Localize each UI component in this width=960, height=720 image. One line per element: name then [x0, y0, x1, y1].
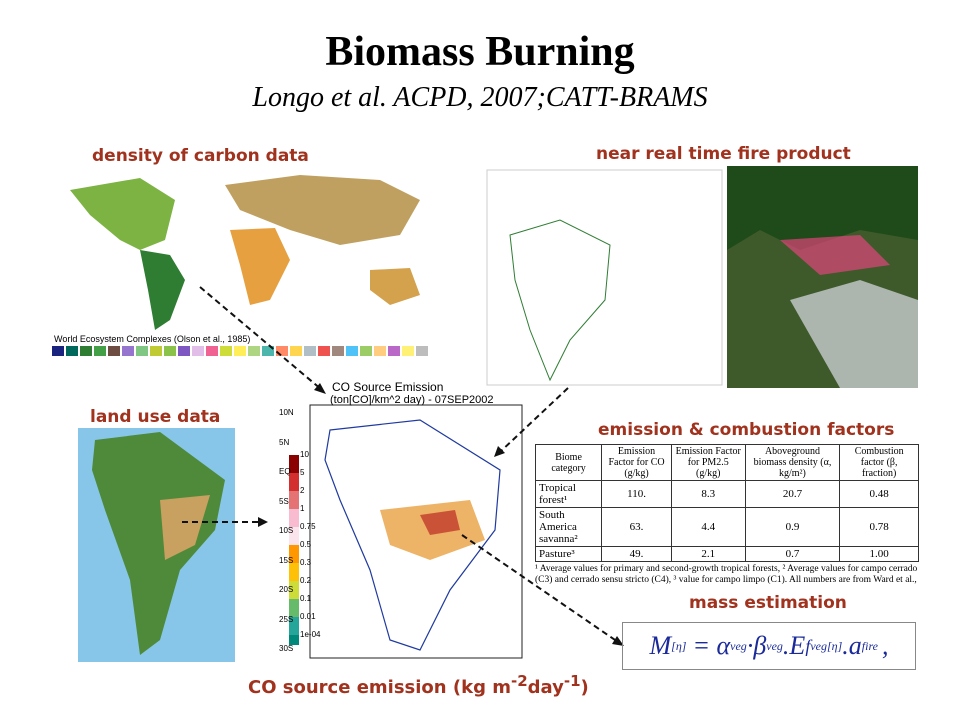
legend-label: 0.5 — [300, 540, 312, 549]
table-cell: 1.00 — [839, 546, 919, 562]
land-use-continent — [92, 432, 225, 655]
formula-part: .a — [842, 631, 862, 660]
table-cell: 2.1 — [670, 546, 746, 562]
satellite-fires — [780, 235, 890, 275]
factor-table-wrap: Biome category Emission Factor for CO (g/… — [534, 444, 919, 586]
latitude-label: 25S — [279, 614, 294, 624]
latitude-label: 20S — [279, 585, 294, 594]
table-row: Tropical forest¹ 110. 8.3 20.7 0.48 — [534, 480, 919, 508]
arrows — [182, 286, 619, 643]
table-header-cell: Biome category — [534, 444, 603, 481]
co-caption-sup: -1 — [563, 672, 581, 690]
arrow-heads — [258, 383, 624, 646]
legend-label: 0.3 — [300, 558, 312, 567]
carbon-label: density of carbon data — [92, 146, 309, 166]
table-cell: 8.3 — [670, 480, 746, 508]
co-map-outline — [324, 419, 501, 651]
subtitle: Longo et al. ACPD, 2007;CATT-BRAMS — [252, 82, 708, 113]
table-cell: 20.7 — [744, 480, 841, 508]
legend-label: 1e-04 — [300, 630, 321, 639]
co-caption-sup: -2 — [510, 672, 528, 690]
table-header-cell: Emission Factor for CO (g/kg) — [601, 444, 672, 481]
co-caption: CO source emission (kg m-2day-1) — [248, 672, 589, 698]
table-cell: 49. — [601, 546, 672, 562]
table-cell: 4.4 — [670, 507, 746, 547]
legend-label: 0.1 — [300, 594, 312, 603]
table-row: South America savanna² 63. 4.4 0.9 0.78 — [534, 507, 919, 547]
title: Biomass Burning — [325, 29, 635, 75]
formula-sub: veg — [766, 638, 783, 653]
eurasia — [225, 175, 420, 245]
formula: M [η] = α veg ·β veg .E f veg [η] .a fire , — [622, 622, 916, 670]
australia — [370, 268, 420, 305]
co-map-emission-high — [420, 510, 460, 535]
table-cell: 0.7 — [744, 546, 841, 562]
table-cell: Tropical forest¹ — [534, 480, 603, 508]
latitude-label: EQ — [279, 467, 291, 476]
factor-table: Biome category Emission Factor for CO (g/… — [534, 444, 919, 562]
table-cell: 0.9 — [744, 507, 841, 547]
table-cell: 63. — [601, 507, 672, 547]
formula-part: , — [882, 631, 889, 660]
fire-product-map — [486, 169, 723, 386]
table-row: Pasture³ 49. 2.1 0.7 1.00 — [534, 546, 919, 562]
legend-label: 5 — [300, 468, 305, 477]
land-use-label: land use data — [90, 407, 221, 427]
co-caption-text: ) — [580, 677, 589, 698]
fire-label: near real time fire product — [596, 144, 851, 164]
formula-sup: [η] — [826, 638, 843, 653]
mass-label: mass estimation — [689, 593, 847, 613]
legend-label: 1 — [300, 504, 305, 513]
land-use-cropland — [160, 495, 210, 560]
latitude-label: 10N — [279, 408, 294, 417]
formula-sub: veg — [730, 638, 747, 653]
legend-label: 10 — [300, 450, 309, 459]
fire-map-outline — [509, 219, 611, 382]
africa — [230, 228, 290, 305]
formula-part: f — [805, 635, 811, 656]
co-caption-text: CO source emission (kg m — [248, 677, 511, 698]
carbon-legend-swatches — [52, 346, 428, 356]
latitude-label: 10S — [279, 526, 294, 535]
co-caption-text: day — [527, 677, 564, 698]
table-header-cell: Aboveground biomass density (α, kg/m²) — [744, 444, 841, 481]
table-cell: 0.78 — [839, 507, 919, 547]
table-cell: South America savanna² — [534, 507, 603, 547]
co-colorbar — [289, 455, 299, 645]
co-map-units: (ton[CO]/km^2 day) - 07SEP2002 — [330, 394, 494, 406]
satellite-clouds — [790, 280, 918, 388]
formula-part: ·β — [746, 631, 767, 660]
carbon-caption: World Ecosystem Complexes (Olson et al.,… — [54, 334, 251, 344]
table-header-cell: Combustion factor (β, fraction) — [839, 444, 919, 481]
south-america — [140, 250, 185, 330]
legend-label: 0.75 — [300, 522, 316, 531]
legend-label: 2 — [300, 486, 305, 495]
latitude-label: 30S — [279, 644, 294, 653]
formula-sub: veg — [810, 638, 827, 653]
table-footnote: ¹ Average values for primary and second-… — [535, 564, 918, 585]
latitude-label: 15S — [279, 555, 294, 565]
formula-part: .E — [782, 631, 806, 660]
latitude-label: 5N — [279, 437, 290, 447]
north-america — [70, 178, 175, 250]
emission-label: emission & combustion factors — [598, 420, 895, 440]
legend-label: 0.01 — [300, 612, 316, 621]
latitude-label: 5S — [279, 496, 289, 506]
satellite-forest — [727, 166, 918, 250]
table-cell: Pasture³ — [534, 546, 603, 562]
legend-label: 0.2 — [300, 576, 312, 585]
formula-sub: [η] — [671, 638, 687, 653]
table-cell: 110. — [601, 480, 672, 508]
formula-part: M — [649, 631, 672, 660]
formula-part: = α — [692, 631, 731, 660]
table-header-cell: Emission Factor for PM2.5 (g/kg) — [670, 444, 746, 481]
formula-sub: fire — [861, 638, 878, 653]
table-header-row: Biome category Emission Factor for CO (g/… — [534, 444, 919, 481]
co-map-title: CO Source Emission — [332, 380, 444, 394]
table-cell: 0.48 — [839, 480, 919, 508]
